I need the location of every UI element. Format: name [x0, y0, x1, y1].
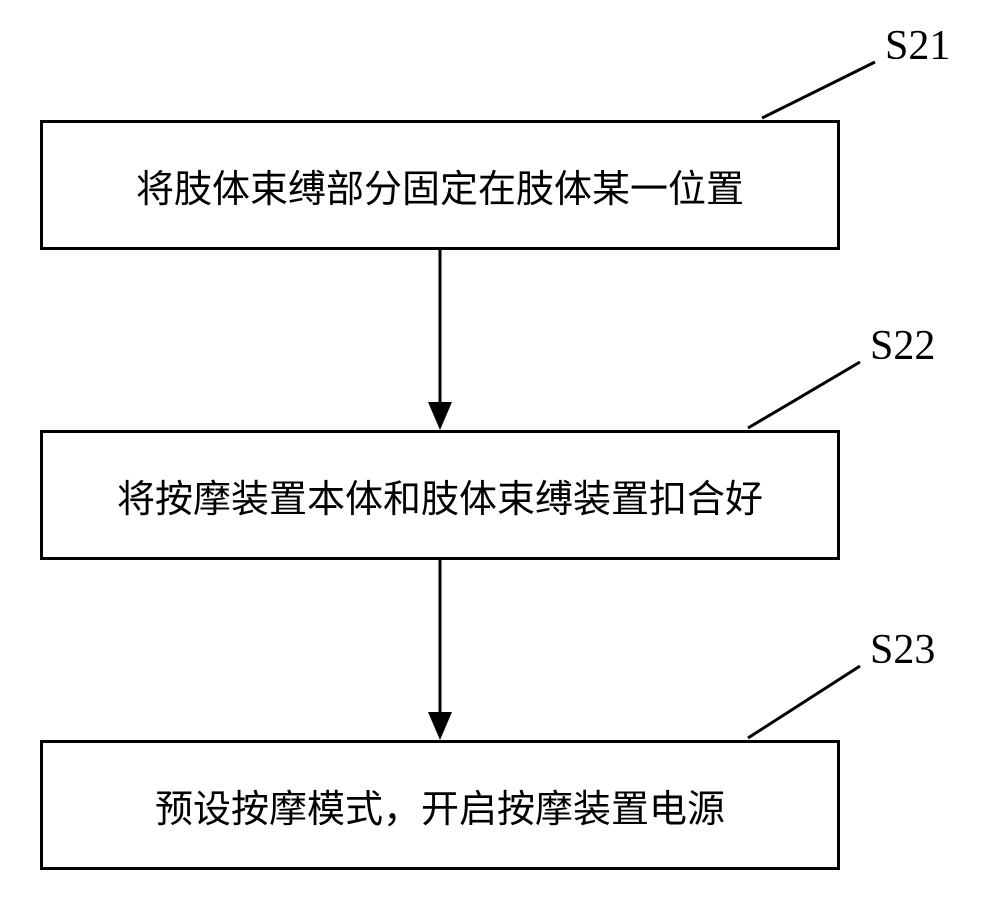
step-box-s21: 将肢体束缚部分固定在肢体某一位置	[40, 120, 840, 250]
step-label-s23: S23	[870, 626, 935, 674]
step-label-s22: S22	[870, 322, 935, 370]
flowchart-canvas: 将肢体束缚部分固定在肢体某一位置 将按摩装置本体和肢体束缚装置扣合好 预设按摩模…	[0, 0, 1000, 899]
step-text-s23: 预设按摩模式，开启按摩装置电源	[155, 778, 725, 833]
step-box-s22: 将按摩装置本体和肢体束缚装置扣合好	[40, 430, 840, 560]
step-box-s23: 预设按摩模式，开启按摩装置电源	[40, 740, 840, 870]
step-text-s22: 将按摩装置本体和肢体束缚装置扣合好	[117, 468, 763, 523]
step-label-s21: S21	[885, 22, 950, 70]
step-text-s21: 将肢体束缚部分固定在肢体某一位置	[136, 158, 744, 213]
